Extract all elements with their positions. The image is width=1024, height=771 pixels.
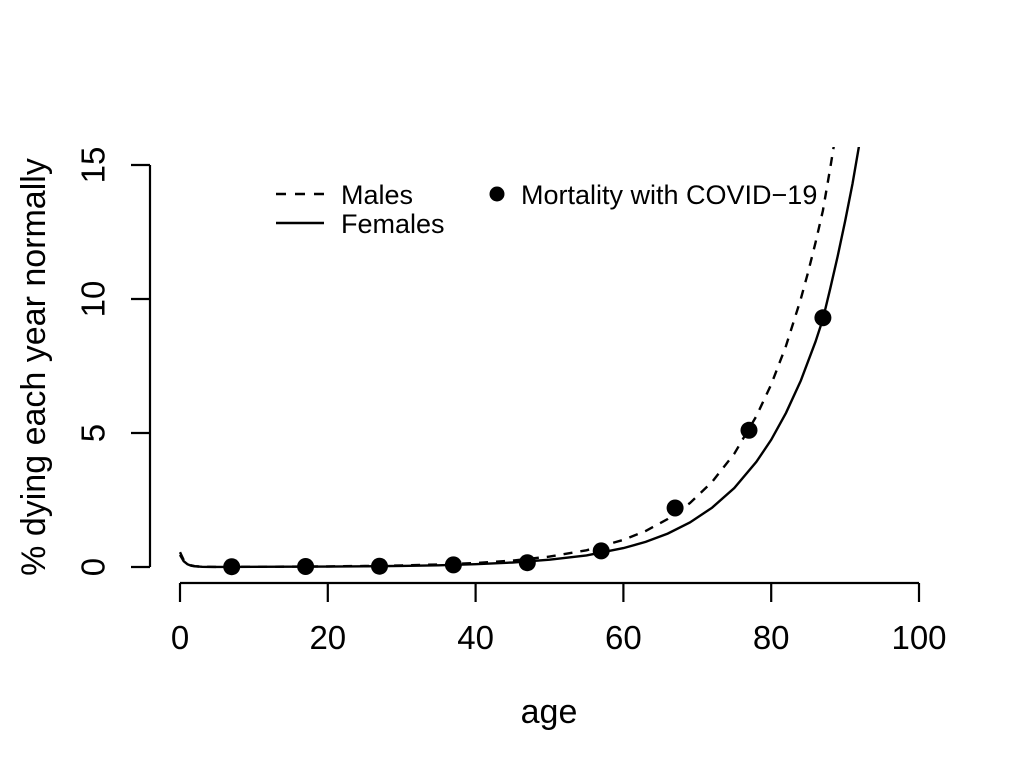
covid-mortality-data-point [518,554,536,572]
covid-mortality-data-point [740,421,758,439]
x-tick-label: 20 [309,619,346,656]
x-tick-label: 40 [457,619,494,656]
covid-mortality-data-point [371,557,388,575]
x-axis: 0 20 40 60 80 100 [171,581,947,656]
covid-mortality-data-point [444,556,462,574]
legend-males-label: Males [341,180,413,210]
y-axis-title: % dying each year normally [15,158,53,576]
x-tick-label: 100 [891,619,946,656]
x-tick-label: 80 [753,619,790,656]
y-axis: 0 5 10 15 [75,147,152,576]
covid-mortality-data-point [223,558,241,576]
y-tick-label: 0 [75,558,112,576]
covid-mortality-data-point [592,542,610,560]
y-tick-label: 5 [75,424,112,442]
covid-mortality-data-point [666,499,684,517]
legend-females-label: Females [341,209,445,239]
x-tick-label: 0 [171,619,189,656]
y-tick-label: 15 [75,147,112,184]
y-tick-label: 10 [75,281,112,318]
covid-mortality-data-point [814,309,832,327]
x-tick-label: 60 [605,619,642,656]
legend-covid-dot-sample [489,186,505,202]
series-line-females [178,147,861,569]
covid-mortality-data-point [297,558,315,575]
legend-covid-label: Mortality with COVID−19 [521,180,817,210]
series-layer [178,147,861,576]
legend: Males Females Mortality with COVID−19 [276,180,817,239]
x-axis-title: age [521,693,578,731]
